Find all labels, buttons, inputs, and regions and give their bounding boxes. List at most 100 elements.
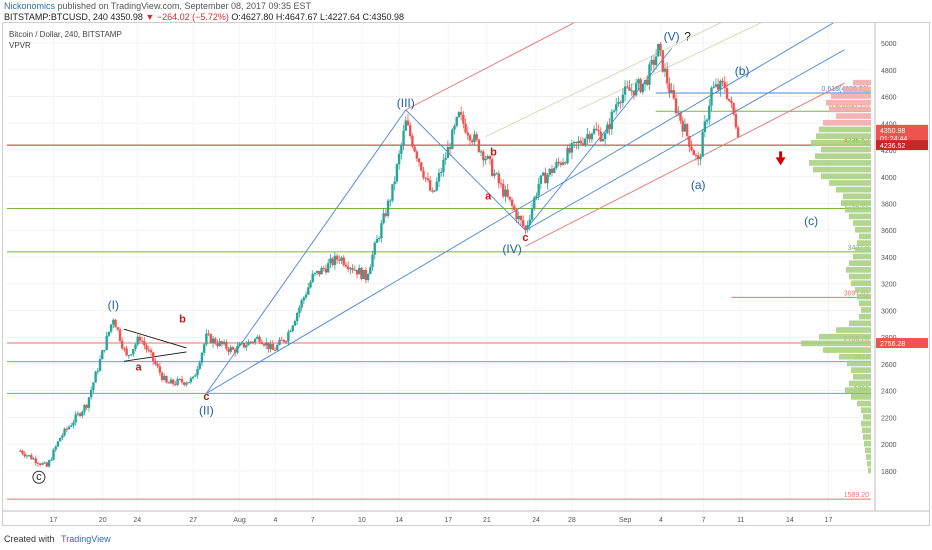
candle-body [626, 86, 629, 88]
candle-body [209, 334, 213, 344]
candle-body [736, 127, 740, 137]
vpvr-bar [836, 113, 871, 119]
candle-body [353, 269, 357, 271]
candle-body [216, 343, 219, 346]
candle-body [278, 339, 281, 345]
candle-body [486, 156, 489, 159]
candle-body [207, 333, 210, 335]
triangle-lower-line [123, 351, 187, 362]
candle-body [705, 119, 709, 122]
candle-body [526, 224, 529, 230]
candle-body [56, 441, 60, 447]
indicator-label: VPVR [9, 41, 31, 50]
candle-body [657, 43, 660, 57]
vpvr-bar [853, 253, 871, 260]
vpvr-bar [841, 200, 871, 206]
candle-body [67, 426, 71, 430]
wave-label: (c) [804, 214, 818, 228]
wave-label: (IV) [502, 242, 521, 256]
vpvr-bar [849, 213, 871, 220]
candle-body [457, 112, 461, 118]
candle-body [699, 156, 702, 160]
candle-body [471, 140, 474, 143]
candle-body [291, 325, 294, 332]
candle-body [606, 124, 609, 134]
vpvr-bar [829, 106, 871, 113]
candle-body [495, 173, 498, 175]
x-tick-label: 24 [532, 517, 540, 524]
vpvr-bar [843, 86, 871, 93]
candle-body [23, 453, 26, 457]
y-tick-label: 4200 [881, 148, 897, 155]
candle-body [448, 147, 452, 150]
vpvr-bar [855, 226, 871, 233]
candle-body [473, 134, 476, 143]
candle-body [196, 368, 199, 376]
author-link[interactable]: Nickonomics [4, 1, 56, 11]
candle-body [641, 84, 645, 93]
candle-body [437, 172, 441, 182]
candle-body [610, 111, 613, 130]
candle-body [719, 80, 722, 90]
candle-body [559, 162, 563, 165]
candle-body [488, 156, 492, 160]
candle-body [191, 376, 195, 379]
candle-body [307, 287, 310, 295]
x-tick-label: 17 [825, 517, 833, 524]
candle-body [679, 112, 682, 121]
candle-body [202, 344, 206, 353]
candle-body [138, 336, 142, 341]
candle-body [391, 184, 394, 201]
wave-label: (b) [735, 64, 750, 78]
candle-body [468, 135, 472, 141]
vpvr-bar [801, 340, 871, 347]
candle-body [36, 463, 40, 465]
candle-body [302, 297, 306, 301]
vpvr-bar [819, 333, 871, 340]
candle-body [160, 372, 164, 380]
candle-body [380, 223, 383, 238]
candle-body [570, 143, 574, 153]
wave-label: b [179, 313, 186, 325]
vpvr-bar [823, 119, 871, 126]
candle-body [220, 341, 224, 345]
candle-body [564, 162, 567, 164]
vpvr-bar [847, 360, 871, 367]
candle-body [665, 68, 669, 84]
price-chart[interactable]: 0.618(4626.22)0.5(4490.22)4236.523762.80… [3, 23, 929, 525]
candle-body [371, 254, 374, 268]
candle-body [344, 264, 348, 267]
symbol-line: BITSTAMP:BTCUSD, 240 4350.98 [4, 12, 143, 22]
wave-label: (V) [664, 29, 680, 43]
down-arrow-shaft [779, 151, 783, 159]
candle-body [533, 197, 536, 209]
candle-body [415, 151, 419, 159]
ohlc-values: O:4627.80 H:4647.67 L:4227.64 C:4350.98 [231, 12, 405, 22]
vpvr-bar [857, 293, 871, 300]
candle-body [105, 335, 108, 350]
tradingview-logo[interactable]: TradingView [61, 534, 111, 544]
x-tick-label: 17 [444, 517, 452, 524]
candle-body [158, 366, 162, 373]
candle-body [490, 159, 494, 176]
vpvr-bar [859, 313, 871, 320]
candle-body [442, 159, 445, 173]
down-arrow-icon [775, 157, 786, 166]
candle-body [612, 110, 616, 112]
candle-body [101, 350, 104, 360]
x-tick-label: 28 [568, 517, 576, 524]
y-tick-label: 3800 [881, 201, 897, 208]
wave-label: (II) [199, 404, 214, 418]
candle-body [340, 257, 343, 261]
candle-body [331, 258, 334, 266]
wave-label: ? [684, 29, 691, 43]
footer: Created with TradingView [0, 528, 932, 550]
candle-body [50, 459, 53, 461]
candle-body [256, 336, 259, 339]
candle-body [249, 341, 252, 343]
candle-body [78, 413, 82, 416]
candle-body [83, 405, 86, 412]
y-tick-label: 4400 [881, 121, 897, 128]
candle-body [581, 143, 585, 145]
candle-body [87, 397, 91, 408]
